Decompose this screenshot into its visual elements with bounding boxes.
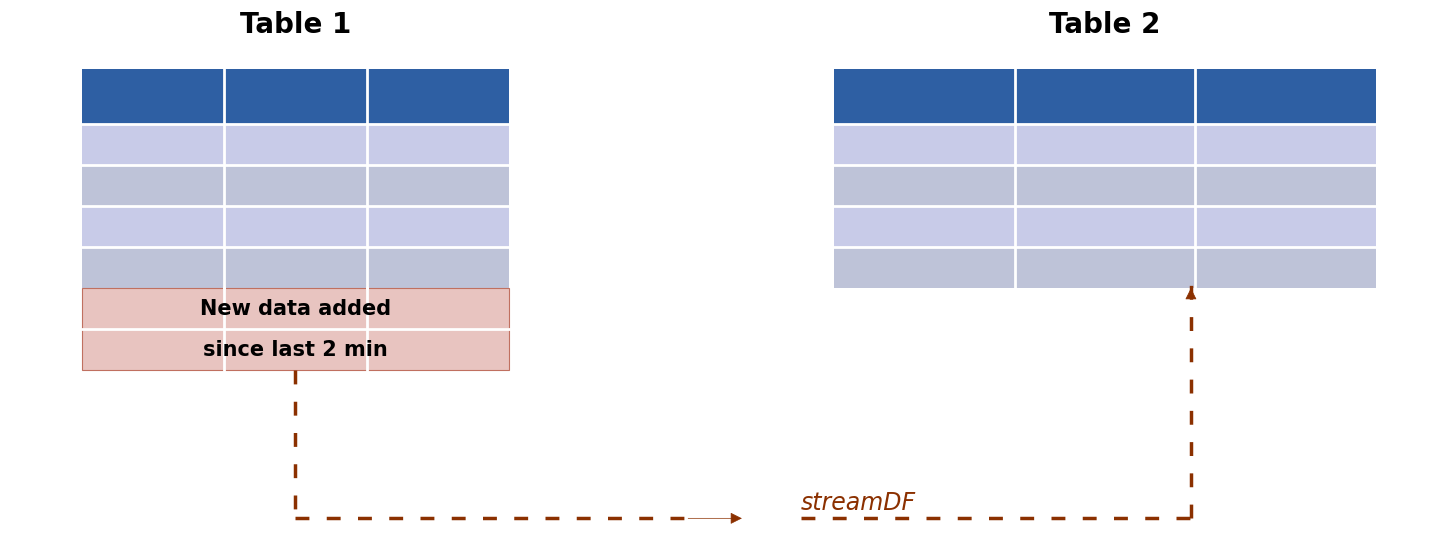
Bar	[83, 206, 509, 247]
Bar	[834, 124, 1376, 165]
Text: New data added: New data added	[200, 299, 390, 319]
Bar	[83, 69, 509, 124]
Bar	[83, 288, 509, 329]
Bar	[834, 206, 1376, 247]
Bar	[834, 69, 1376, 124]
Bar	[83, 124, 509, 165]
Text: since last 2 min: since last 2 min	[203, 340, 387, 360]
Bar	[834, 247, 1376, 288]
Text: streamDF: streamDF	[801, 491, 916, 515]
Bar	[83, 247, 509, 288]
Bar	[83, 329, 509, 370]
Bar	[83, 165, 509, 206]
Text: Table 1: Table 1	[239, 11, 351, 39]
Bar	[834, 165, 1376, 206]
Text: Table 2: Table 2	[1049, 11, 1161, 39]
